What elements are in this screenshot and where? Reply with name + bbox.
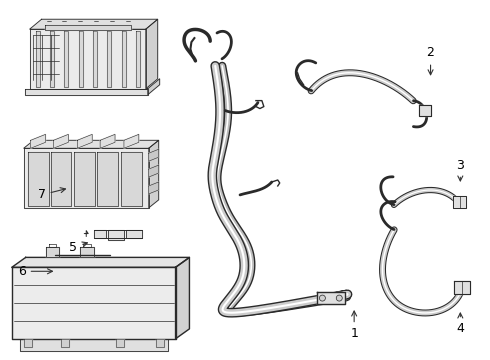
Polygon shape <box>124 134 139 148</box>
Text: 2: 2 <box>427 46 435 75</box>
Text: 7: 7 <box>38 188 66 201</box>
Polygon shape <box>50 152 72 206</box>
Polygon shape <box>121 152 142 206</box>
Polygon shape <box>24 339 32 347</box>
Polygon shape <box>12 257 190 267</box>
Polygon shape <box>78 31 82 87</box>
Text: 1: 1 <box>350 311 358 340</box>
Polygon shape <box>146 19 158 89</box>
Polygon shape <box>93 31 97 87</box>
Polygon shape <box>53 134 69 148</box>
Text: 6: 6 <box>18 265 52 278</box>
Polygon shape <box>107 31 111 87</box>
Polygon shape <box>149 149 159 161</box>
Polygon shape <box>31 134 46 148</box>
Polygon shape <box>46 247 59 257</box>
Polygon shape <box>454 281 470 294</box>
Polygon shape <box>64 31 68 87</box>
Circle shape <box>319 295 325 301</box>
Polygon shape <box>97 152 118 206</box>
Polygon shape <box>126 230 142 238</box>
Polygon shape <box>45 25 131 30</box>
Polygon shape <box>149 140 159 208</box>
Polygon shape <box>30 29 146 89</box>
Polygon shape <box>418 105 431 117</box>
Polygon shape <box>24 89 148 95</box>
Polygon shape <box>36 31 40 87</box>
Polygon shape <box>94 230 106 238</box>
Polygon shape <box>136 31 140 87</box>
Polygon shape <box>12 267 175 339</box>
Polygon shape <box>24 140 159 148</box>
Polygon shape <box>149 182 159 194</box>
Polygon shape <box>148 79 160 95</box>
Text: 5: 5 <box>69 241 87 254</box>
Polygon shape <box>61 339 70 347</box>
Polygon shape <box>77 134 92 148</box>
Polygon shape <box>50 31 54 87</box>
Text: 4: 4 <box>456 313 464 336</box>
Polygon shape <box>156 339 164 347</box>
Polygon shape <box>80 247 94 257</box>
Polygon shape <box>149 165 159 177</box>
Polygon shape <box>318 292 345 304</box>
Polygon shape <box>100 134 115 148</box>
Polygon shape <box>28 152 49 206</box>
Polygon shape <box>30 19 158 29</box>
Polygon shape <box>122 31 125 87</box>
Polygon shape <box>108 230 124 239</box>
Text: 3: 3 <box>456 159 464 181</box>
Circle shape <box>336 295 342 301</box>
Polygon shape <box>116 339 124 347</box>
Polygon shape <box>175 257 190 339</box>
Polygon shape <box>24 148 149 208</box>
Polygon shape <box>74 152 95 206</box>
Polygon shape <box>20 339 168 351</box>
Polygon shape <box>453 196 466 208</box>
